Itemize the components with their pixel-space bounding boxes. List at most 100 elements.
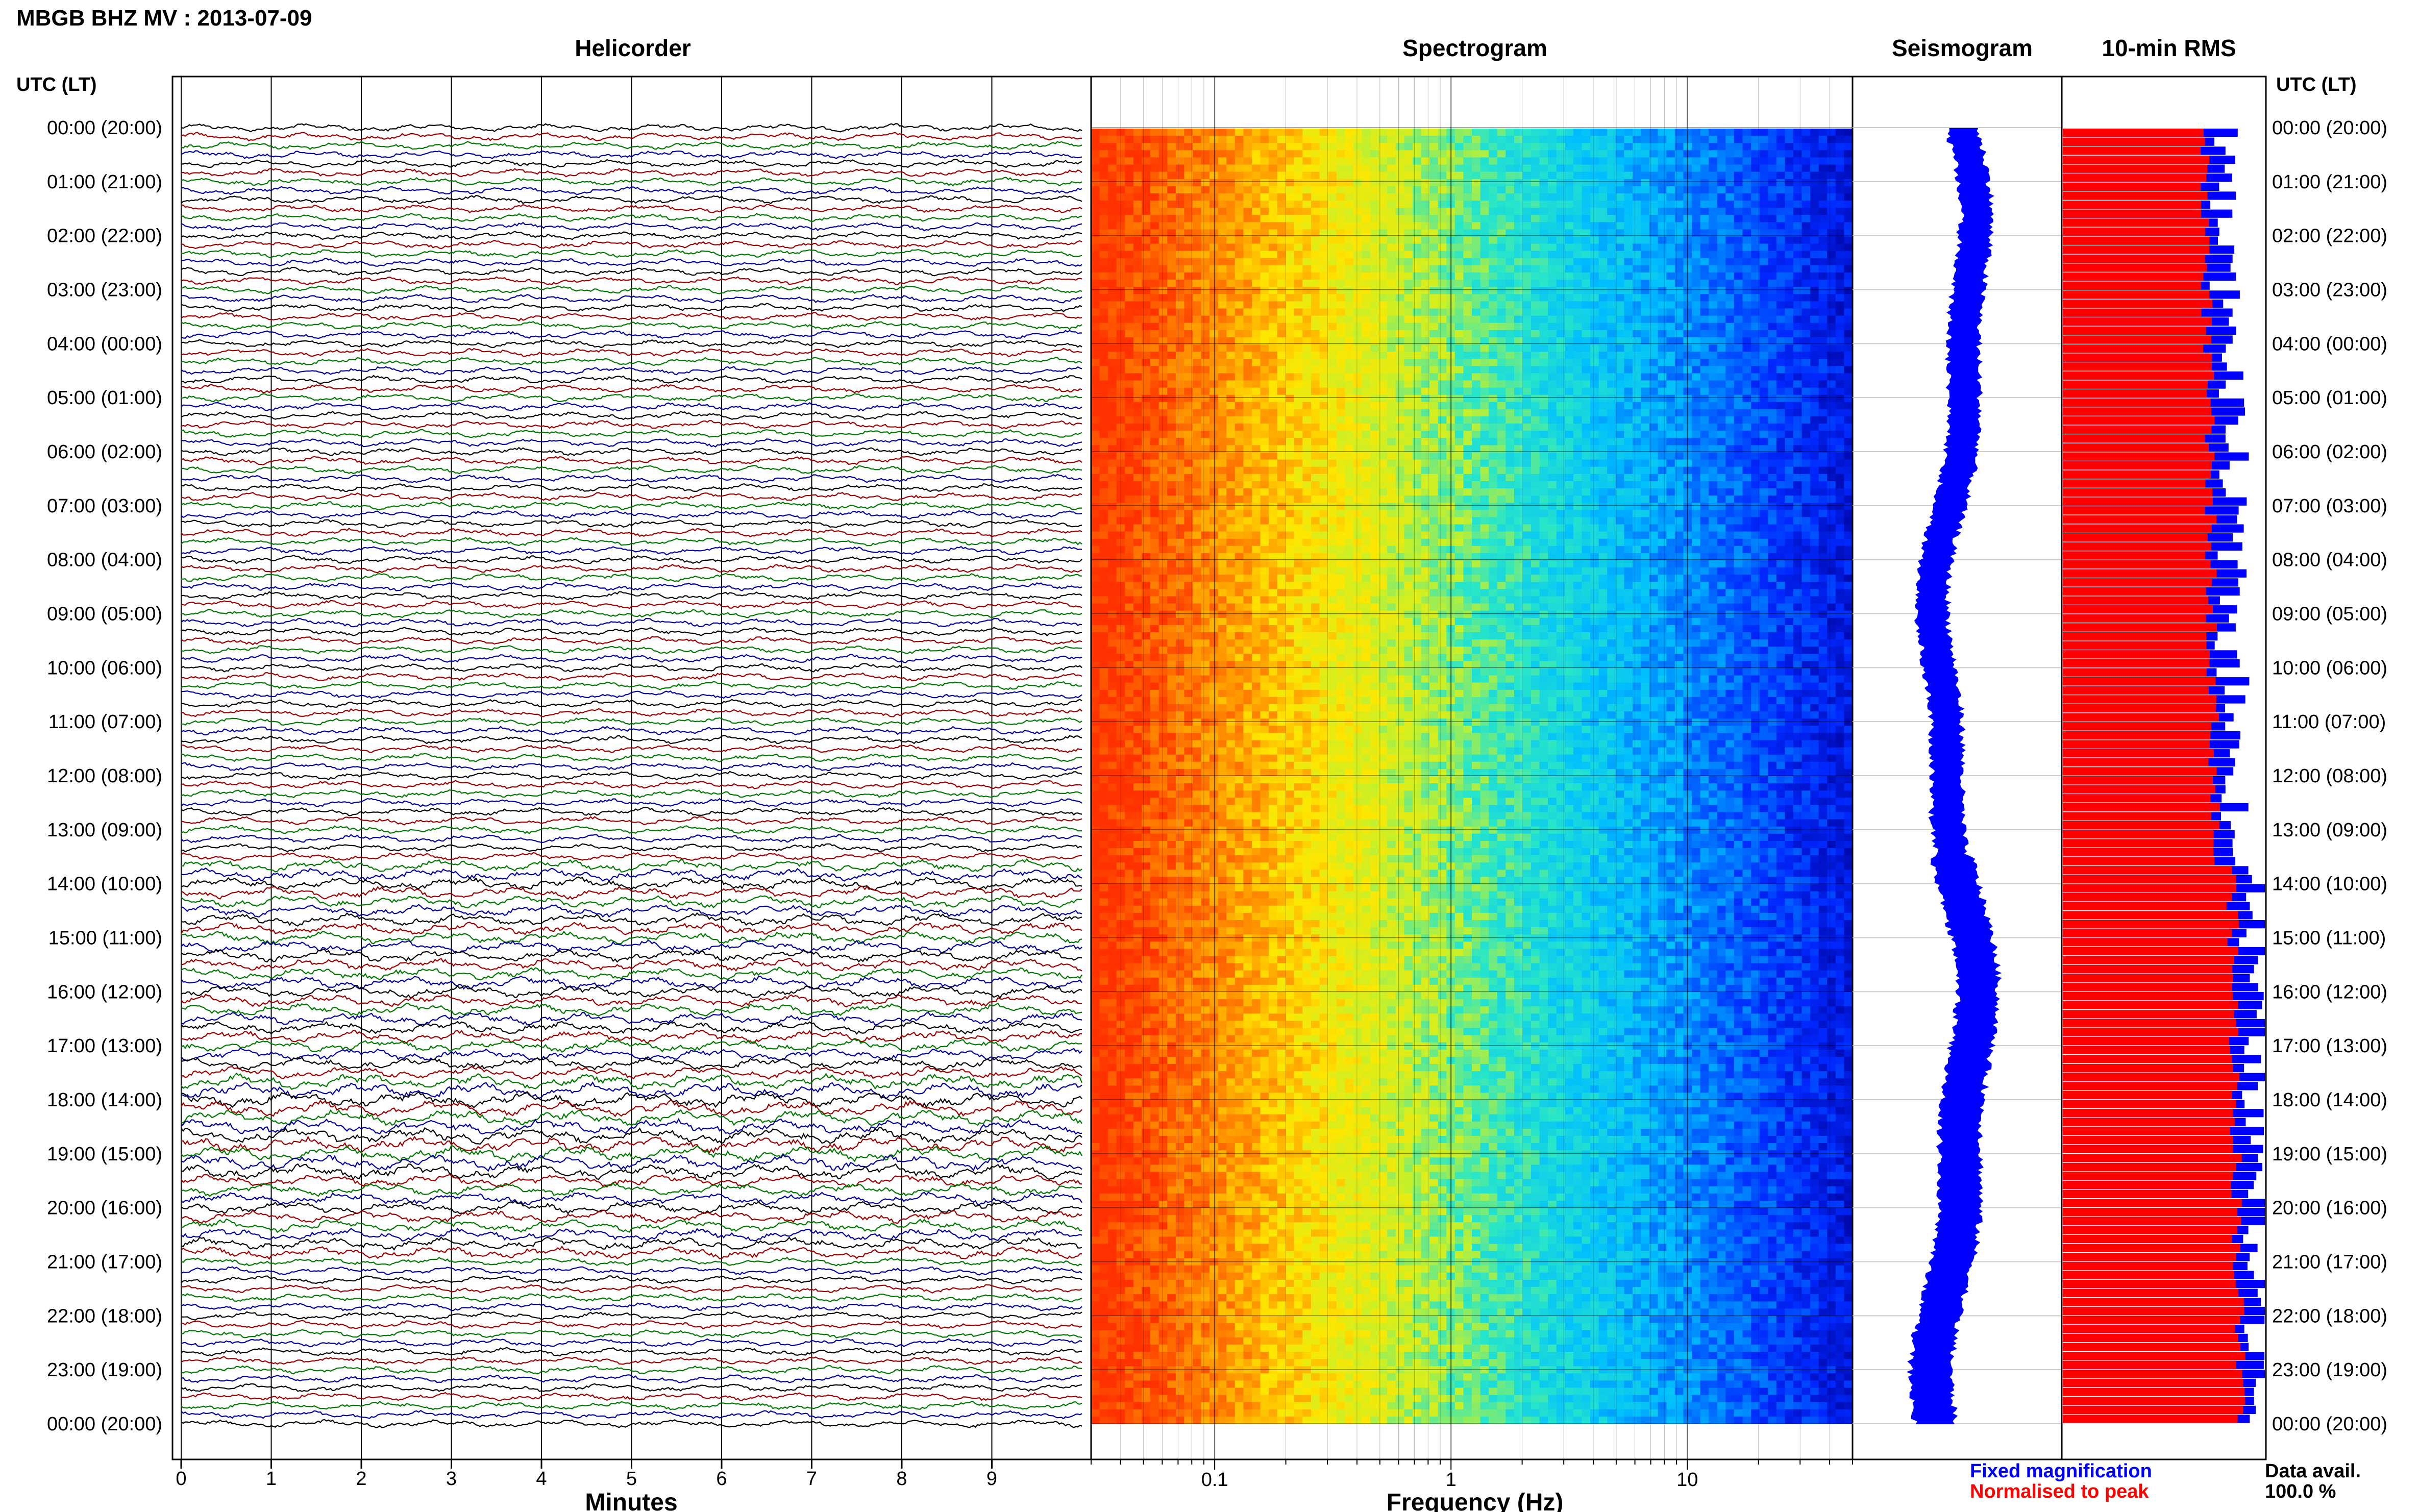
spectrogram-cell	[1252, 992, 1261, 1000]
spectrogram-cell	[1201, 1122, 1210, 1129]
spectrogram-cell	[1243, 395, 1252, 403]
spectrogram-cell	[1201, 647, 1210, 654]
time-label-right: 08:00 (04:00)	[2272, 550, 2387, 571]
spectrogram-cell	[1159, 1236, 1168, 1244]
spectrogram-cell	[1201, 1417, 1210, 1424]
spectrogram-cell	[1235, 467, 1244, 475]
time-label-left: 17:00 (13:00)	[47, 1035, 162, 1057]
spectrogram-cell	[1311, 244, 1320, 252]
spectrogram-cell	[1150, 244, 1159, 252]
spectrogram-cell	[1252, 395, 1261, 403]
spectrogram-cell	[1193, 517, 1201, 525]
spectrogram-cell	[1252, 1345, 1261, 1352]
spectrogram-cell	[1201, 1064, 1210, 1072]
spectrogram-cell	[1193, 632, 1201, 640]
spectrogram-cell	[1252, 409, 1261, 417]
spectrogram-cell	[1091, 1071, 1100, 1079]
spectrogram-cell	[1277, 683, 1286, 690]
spectrogram-cell	[1201, 604, 1210, 611]
spectrogram-cell	[1142, 309, 1151, 316]
spectrogram-cell	[1252, 460, 1261, 467]
spectrogram-cell	[1150, 589, 1159, 597]
spectrogram-cell	[1218, 1323, 1227, 1331]
spectrogram-cell	[1100, 150, 1108, 158]
spectrogram-cell	[1218, 1208, 1227, 1216]
spectrogram-cell	[1218, 287, 1227, 294]
spectrogram-cell	[1269, 927, 1277, 935]
spectrogram-cell	[1235, 1244, 1244, 1252]
spectrogram-cell	[1108, 820, 1117, 827]
spectrogram-cell	[1167, 1395, 1176, 1403]
spectrogram-cell	[1286, 820, 1294, 827]
spectrogram-cell	[1193, 1409, 1201, 1417]
spectrogram-cell	[1167, 1337, 1176, 1345]
spectrogram-cell	[1193, 1301, 1201, 1309]
spectrogram-cell	[1108, 690, 1117, 698]
spectrogram-cell	[1176, 1122, 1184, 1129]
spectrogram-cell	[1311, 647, 1320, 654]
helicorder-x-label: Minutes	[585, 1489, 677, 1512]
spectrogram-cell	[1210, 388, 1218, 395]
spectrogram-cell	[1226, 855, 1235, 863]
spectrogram-cell	[1142, 941, 1151, 949]
spectrogram-cell	[1150, 740, 1159, 748]
spectrogram-cell	[1142, 150, 1151, 158]
spectrogram-cell	[1100, 711, 1108, 719]
spectrogram-cell	[1133, 1337, 1142, 1345]
spectrogram-cell	[1243, 165, 1252, 172]
spectrogram-cell	[1193, 1287, 1201, 1295]
spectrogram-cell	[1176, 625, 1184, 633]
spectrogram-cell	[1277, 1143, 1286, 1151]
spectrogram-cell	[1193, 668, 1201, 676]
spectrogram-cell	[1261, 1194, 1269, 1201]
spectrogram-cell	[1226, 381, 1235, 388]
spectrogram-cell	[1167, 1380, 1176, 1388]
spectrogram-cell	[1142, 1122, 1151, 1129]
spectrogram-cell	[1226, 359, 1235, 366]
spectrogram-cell	[1125, 978, 1133, 985]
spectrogram-cell	[1277, 647, 1286, 654]
spectrogram-cell	[1294, 755, 1303, 762]
spectrogram-cell	[1286, 294, 1294, 302]
spectrogram-cell	[1218, 611, 1227, 618]
spectrogram-cell	[1167, 884, 1176, 892]
spectrogram-cell	[1277, 409, 1286, 417]
spectrogram-cell	[1286, 862, 1294, 870]
spectrogram-cell	[1176, 525, 1184, 532]
spectrogram-cell	[1243, 726, 1252, 733]
spectrogram-cell	[1261, 344, 1269, 352]
time-label-right: 13:00 (09:00)	[2272, 820, 2387, 841]
spectrogram-cell	[1193, 927, 1201, 935]
spectrogram-cell	[1269, 1100, 1277, 1108]
spectrogram-cell	[1091, 503, 1100, 510]
spectrogram-cell	[1218, 618, 1227, 626]
spectrogram-cell	[1235, 618, 1244, 626]
spectrogram-cell	[1201, 1215, 1210, 1223]
spectrogram-cell	[1133, 409, 1142, 417]
spectrogram-cell	[1091, 467, 1100, 475]
spectrogram-cell	[1302, 1222, 1311, 1230]
spectrogram-cell	[1142, 604, 1151, 611]
spectrogram-cell	[1210, 136, 1218, 143]
spectrogram-cell	[1193, 280, 1201, 287]
spectrogram-cell	[1108, 1100, 1117, 1108]
spectrogram-cell	[1302, 1359, 1311, 1367]
spectrogram-cell	[1133, 201, 1142, 208]
spectrogram-cell	[1294, 280, 1303, 287]
spectrogram-cell	[1133, 157, 1142, 165]
spectrogram-cell	[1142, 251, 1151, 259]
spectrogram-cell	[1150, 920, 1159, 928]
spectrogram-cell	[1286, 841, 1294, 849]
spectrogram-cell	[1277, 1222, 1286, 1230]
spectrogram-cell	[1100, 352, 1108, 359]
spectrogram-cell	[1243, 999, 1252, 1007]
spectrogram-cell	[1108, 280, 1117, 287]
spectrogram-cell	[1176, 1172, 1184, 1180]
spectrogram-cell	[1100, 1107, 1108, 1115]
spectrogram-cell	[1311, 625, 1320, 633]
spectrogram-cell	[1277, 402, 1286, 410]
spectrogram-cell	[1125, 265, 1133, 273]
spectrogram-cell	[1261, 1373, 1269, 1381]
spectrogram-cell	[1142, 762, 1151, 770]
spectrogram-cell	[1243, 503, 1252, 510]
